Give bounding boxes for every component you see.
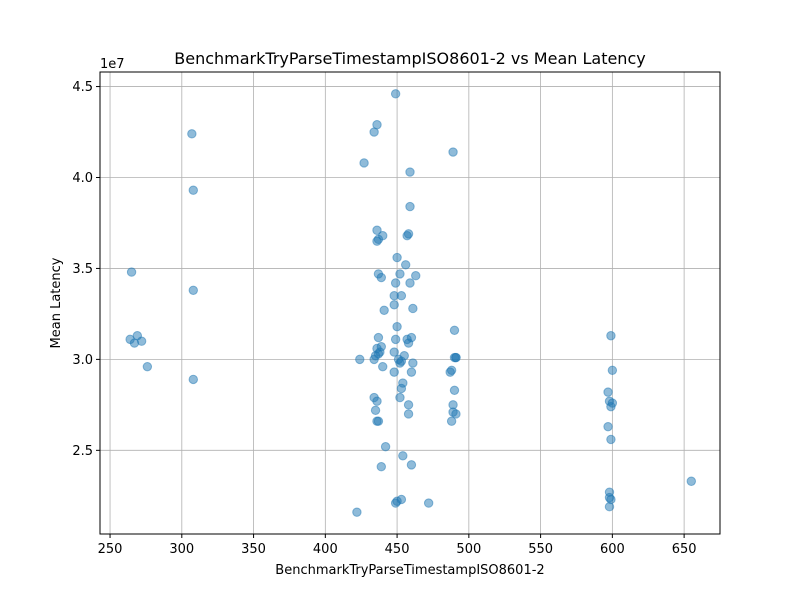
y-axis-label: Mean Latency xyxy=(49,257,64,348)
data-point xyxy=(396,494,407,505)
data-point xyxy=(187,129,197,139)
data-point xyxy=(398,451,408,461)
data-point xyxy=(423,498,434,508)
data-point xyxy=(448,147,458,157)
data-point xyxy=(378,361,388,372)
data-point xyxy=(408,358,418,368)
data-points xyxy=(125,89,696,517)
data-point xyxy=(352,507,362,517)
data-point xyxy=(355,354,365,365)
data-point xyxy=(398,378,408,388)
x-tick-label: 450 xyxy=(385,542,410,557)
data-point xyxy=(396,291,407,301)
x-tick-label: 650 xyxy=(672,542,697,557)
data-point xyxy=(379,305,389,315)
x-tick-label: 250 xyxy=(98,542,123,557)
data-point xyxy=(136,336,147,346)
data-point xyxy=(411,271,421,281)
data-point xyxy=(390,89,401,99)
data-point xyxy=(406,460,417,470)
data-point xyxy=(395,392,405,403)
data-point xyxy=(376,462,386,472)
x-tick-label: 600 xyxy=(600,542,625,557)
data-point xyxy=(126,267,137,277)
data-point xyxy=(451,409,461,419)
data-point xyxy=(395,269,405,279)
data-point xyxy=(370,405,381,416)
data-point xyxy=(686,476,696,486)
data-point xyxy=(446,416,457,426)
data-point xyxy=(188,285,198,295)
x-axis-ticks: 250 300 350 400 450 500 550 600 650 xyxy=(98,534,697,557)
data-point xyxy=(376,272,386,283)
x-tick-label: 300 xyxy=(169,542,194,557)
data-point xyxy=(403,229,414,239)
data-point xyxy=(380,441,391,452)
data-point xyxy=(390,334,401,345)
data-point xyxy=(399,351,409,361)
data-point xyxy=(449,385,460,396)
data-point xyxy=(405,201,415,212)
data-point xyxy=(603,421,613,432)
data-point xyxy=(603,387,613,397)
data-point xyxy=(451,352,461,363)
data-point xyxy=(449,325,460,335)
data-point xyxy=(390,278,401,288)
x-tick-label: 550 xyxy=(528,542,553,557)
data-point xyxy=(372,396,382,406)
data-point xyxy=(400,260,411,270)
x-tick-label: 350 xyxy=(241,542,266,557)
data-point xyxy=(376,341,386,352)
data-point xyxy=(405,167,415,177)
x-tick-label: 400 xyxy=(313,542,338,557)
y-tick-label: 4.0 xyxy=(72,171,93,186)
y-tick-label: 3.5 xyxy=(72,262,93,277)
data-point xyxy=(607,365,618,375)
y-tick-label: 2.5 xyxy=(72,444,93,459)
data-point xyxy=(142,361,153,372)
data-point xyxy=(372,120,382,130)
data-point xyxy=(606,434,616,445)
y-axis-ticks: 2.5 3.0 3.5 4.0 4.5 xyxy=(72,80,100,459)
y-axis-offset-label: 1e7 xyxy=(100,57,125,72)
x-tick-label: 500 xyxy=(456,542,481,557)
data-point xyxy=(188,374,198,385)
data-point xyxy=(378,231,388,241)
data-point xyxy=(606,494,616,505)
chart-title: BenchmarkTryParseTimestampISO8601-2 vs M… xyxy=(174,49,645,68)
data-point xyxy=(607,398,618,408)
y-tick-label: 4.5 xyxy=(72,80,93,95)
data-point xyxy=(392,252,402,263)
data-point xyxy=(389,367,399,377)
data-point xyxy=(389,347,399,357)
data-point xyxy=(392,321,402,332)
data-point xyxy=(389,300,399,310)
data-point xyxy=(406,367,417,377)
data-point xyxy=(403,400,414,410)
data-point xyxy=(188,185,198,195)
y-tick-label: 3.0 xyxy=(72,353,93,368)
x-axis-label: BenchmarkTryParseTimestampISO8601-2 xyxy=(275,563,544,578)
data-point xyxy=(406,332,417,343)
data-point xyxy=(405,278,415,288)
data-point xyxy=(359,158,369,168)
plot-frame xyxy=(99,71,721,535)
data-point xyxy=(373,332,384,343)
data-point xyxy=(606,331,616,341)
data-point xyxy=(372,225,382,235)
data-point xyxy=(373,416,384,426)
data-point xyxy=(403,409,414,419)
data-point xyxy=(446,365,457,375)
data-point xyxy=(408,303,418,314)
